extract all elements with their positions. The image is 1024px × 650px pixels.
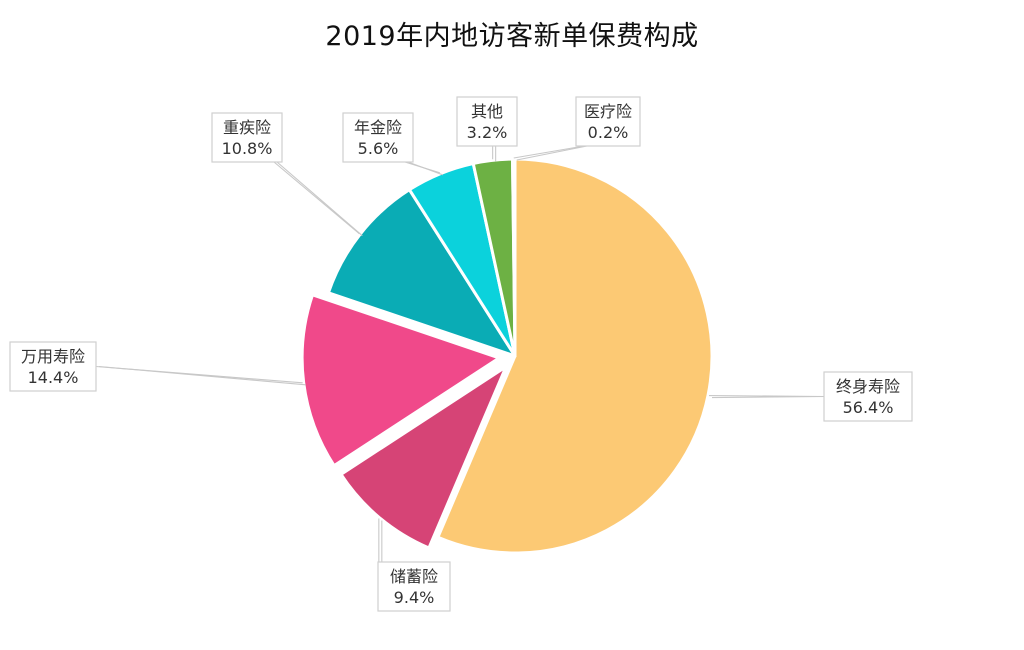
slice-name: 储蓄险 (390, 567, 438, 586)
slice-percent: 56.4% (843, 398, 894, 417)
pie-slice (300, 293, 501, 468)
label-box (211, 112, 283, 163)
slice-name: 其他 (471, 102, 503, 121)
pie-slice (511, 157, 517, 358)
leader-line (712, 395, 828, 399)
leader-line (98, 365, 306, 386)
slice-label: 年金险 5.6% (342, 112, 414, 163)
slice-percent: 3.2% (467, 123, 508, 142)
slice-percent: 5.6% (358, 139, 399, 158)
slice-percent: 14.4% (28, 368, 79, 387)
pie-slice (339, 365, 508, 550)
slice-percent: 10.8% (222, 139, 273, 158)
slice-name: 医疗险 (584, 102, 632, 121)
leader-line (273, 161, 360, 235)
slice-name: 年金险 (354, 118, 402, 137)
slice-label: 终身寿险 56.4% (823, 371, 913, 422)
pie-slice (436, 157, 714, 555)
slice-percent: 9.4% (394, 588, 435, 607)
slice-name: 终身寿险 (836, 377, 900, 396)
chart-title: 2019年内地访客新单保费构成 (325, 21, 699, 52)
slice-label: 储蓄险 9.4% (377, 561, 451, 612)
leader-line (276, 161, 363, 237)
label-box (823, 371, 913, 422)
slice-name: 万用寿险 (21, 347, 85, 366)
slice-label: 万用寿险 14.4% (9, 341, 97, 392)
label-box (377, 561, 451, 612)
pie-slices (300, 157, 714, 555)
label-box (456, 96, 518, 147)
leader-line (513, 145, 585, 159)
slice-labels: 终身寿险 56.4% 储蓄险 9.4% 万用寿险 14.4% 重疾险 10.8% 年金险 5.6%… (9, 96, 913, 612)
slice-label: 重疾险 10.8% (211, 112, 283, 163)
label-box (342, 112, 414, 163)
leader-lines (95, 145, 828, 562)
leader-line (407, 161, 443, 176)
leader-line (516, 145, 588, 161)
label-box (575, 96, 641, 147)
slice-label: 医疗险 0.2% (575, 96, 641, 147)
label-box (9, 341, 97, 392)
slice-percent: 0.2% (588, 123, 629, 142)
slice-label: 其他 3.2% (456, 96, 518, 147)
slice-name: 重疾险 (223, 118, 271, 137)
